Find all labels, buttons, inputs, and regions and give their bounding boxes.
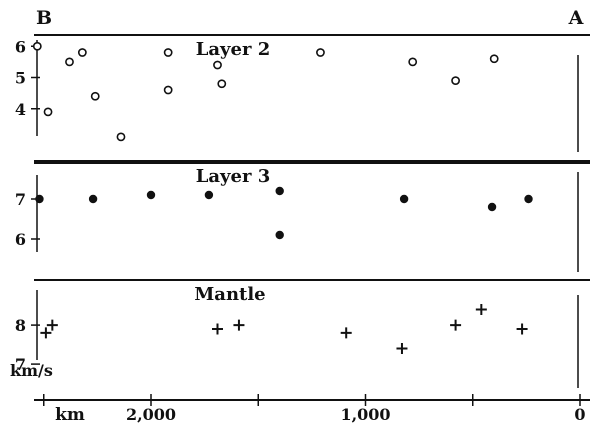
layer-2-data-point bbox=[316, 48, 325, 57]
layer-3-y-tick-label: 7 bbox=[15, 190, 26, 209]
layer-2-y-tick-label: 4 bbox=[15, 100, 26, 119]
mantle-y-tick-label: 7 bbox=[15, 355, 26, 374]
mantle-data-point bbox=[211, 323, 223, 335]
layer-2-y-tick-label: 5 bbox=[15, 69, 26, 88]
layer-2-data-point bbox=[213, 60, 222, 70]
mantle-data-point bbox=[46, 319, 58, 331]
x-tick-label: 0 bbox=[574, 405, 585, 424]
layer-2-data-point bbox=[217, 79, 227, 89]
layer-3-data-point bbox=[399, 194, 409, 204]
layer-3-data-point bbox=[88, 194, 98, 204]
panel-title-mantle: Mantle bbox=[194, 284, 265, 305]
mantle-data-point bbox=[233, 319, 245, 331]
panel-title-layer-2: Layer 2 bbox=[196, 39, 271, 60]
mantle-y-tick-label: 8 bbox=[15, 316, 26, 335]
panel-title-layer-3: Layer 3 bbox=[196, 166, 271, 187]
layer-2-data-point bbox=[43, 107, 53, 117]
layer-2-y-tick-label: 6 bbox=[15, 37, 26, 56]
layer-3-y-tick-label: 6 bbox=[15, 230, 26, 249]
layer-2-data-point bbox=[90, 91, 100, 101]
layer-2-data-point bbox=[408, 57, 418, 67]
layer-2-data-point bbox=[65, 57, 74, 67]
layer-3-data-point bbox=[275, 230, 284, 240]
layer-2-data-point bbox=[489, 54, 499, 64]
layer-3-data-point bbox=[487, 202, 497, 212]
mantle-data-point bbox=[340, 327, 352, 339]
mantle-data-point bbox=[40, 327, 52, 339]
mantle-data-point bbox=[516, 323, 528, 335]
profile-end-right-label: A bbox=[568, 7, 584, 29]
layer-2-data-point bbox=[116, 132, 126, 142]
y-unit-label: km/s bbox=[10, 361, 53, 380]
mantle-data-point bbox=[475, 304, 487, 315]
layer-2-data-point bbox=[163, 85, 173, 95]
x-tick-label: 2,000 bbox=[126, 405, 176, 424]
layer-2-data-point bbox=[451, 76, 460, 86]
mantle-data-point bbox=[450, 319, 462, 331]
layer-2-data-point bbox=[32, 41, 42, 51]
chart-marks: 4 5 6 6 7 7 8 2,000 1,000 0 bbox=[15, 37, 586, 424]
layer-3-data-point bbox=[524, 194, 533, 204]
mantle-data-point bbox=[396, 343, 408, 354]
profile-end-left-label: B bbox=[36, 7, 52, 29]
layer-3-data-point bbox=[35, 194, 44, 204]
x-axis-label: km bbox=[55, 405, 85, 425]
x-tick-label: 1,000 bbox=[340, 405, 390, 424]
layer-3-data-point bbox=[146, 190, 156, 200]
layer-2-data-point bbox=[163, 48, 173, 57]
layer-2-data-point bbox=[77, 48, 87, 57]
layer-3-data-point bbox=[275, 186, 284, 196]
layer-3-data-point bbox=[204, 190, 214, 200]
